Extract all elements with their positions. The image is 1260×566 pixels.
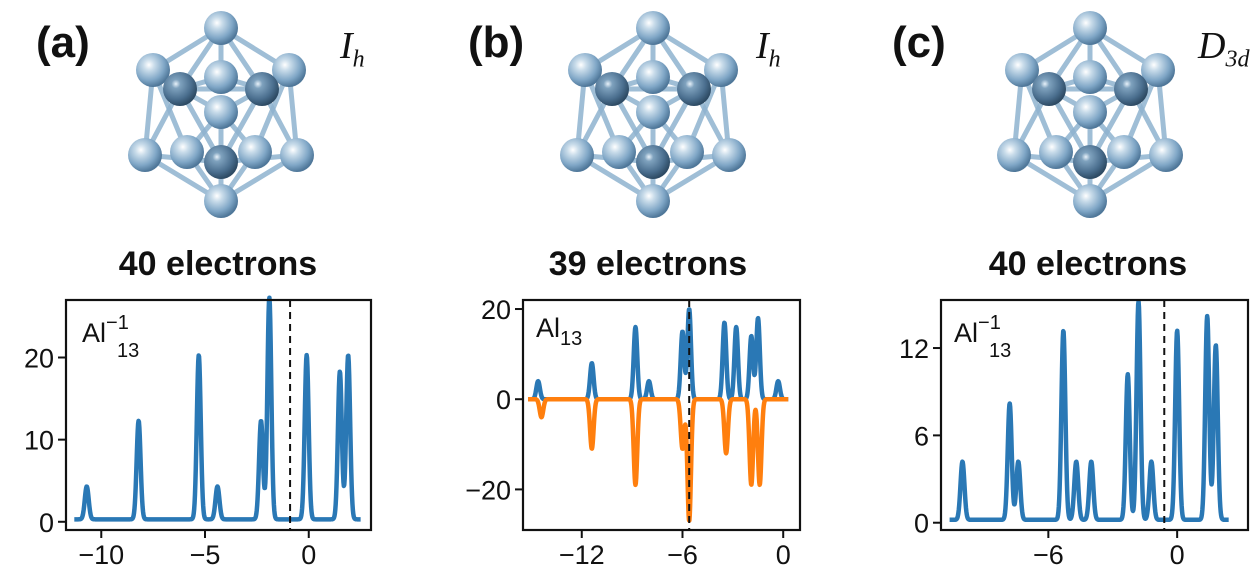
cluster-atom (677, 72, 711, 106)
symmetry-sub-c: 3d (1225, 46, 1250, 73)
cluster-atom (204, 11, 238, 45)
formula-sub-b: 13 (560, 328, 582, 350)
dos-chart-a: −10 −5 0 0 10 20 (24, 295, 373, 566)
cluster-atom (1073, 60, 1107, 94)
cluster-atom (636, 95, 670, 129)
cluster-atom (245, 72, 279, 106)
dos-series-line (526, 307, 791, 402)
cluster-atom (1039, 135, 1073, 169)
x-tick-label: −10 (78, 540, 124, 566)
symmetry-label-b: Ih (756, 24, 781, 74)
electron-count-c: 40 electrons (988, 245, 1188, 283)
dos-series-line (72, 295, 363, 522)
formula-sub-c: 13 (989, 340, 1011, 362)
y-tick-label: 20 (24, 344, 54, 374)
plot-frame (939, 298, 1250, 532)
cluster-atom (568, 53, 602, 87)
cluster-atom (1141, 53, 1175, 87)
cluster-atom (997, 138, 1031, 172)
cluster-atom (204, 95, 238, 129)
cluster-atom (636, 184, 670, 218)
cluster-atom (136, 53, 170, 87)
formula-sub-a: 13 (117, 340, 139, 362)
plot-frame (64, 298, 373, 532)
cluster-atom (1073, 184, 1107, 218)
panel-label-c: (c) (892, 18, 946, 67)
x-tick-label: 0 (776, 540, 791, 566)
y-tick-label: −20 (465, 475, 511, 505)
clusters-layer (128, 11, 1183, 218)
symmetry-label-c: D3d (1198, 24, 1249, 74)
y-tick-label: 12 (899, 334, 929, 364)
cluster-atom (272, 53, 306, 87)
cluster-atom (670, 135, 704, 169)
symmetry-label-a: Ih (340, 24, 365, 74)
cluster-atom (238, 135, 272, 169)
cluster-atom (636, 11, 670, 45)
symmetry-main-c: D (1198, 25, 1226, 67)
formula-label-b: Al13 (536, 313, 582, 350)
cluster-atom (128, 138, 162, 172)
dos-series-line (526, 396, 791, 523)
x-tick-label: 0 (301, 540, 316, 566)
cluster-icon (997, 11, 1183, 218)
dos-series-line (947, 299, 1231, 523)
cluster-atom (204, 60, 238, 94)
formula-label-a: Al−1 (82, 312, 129, 348)
dos-chart-b: −12 −6 0 −20 0 20 (465, 295, 802, 566)
y-tick-label: 0 (39, 508, 54, 538)
cluster-atom (170, 135, 204, 169)
formula-sup-a: −1 (106, 312, 129, 334)
symmetry-main-b: I (756, 25, 769, 67)
x-tick-label: 0 (1170, 540, 1185, 566)
panel-label-a: (a) (36, 18, 90, 67)
cluster-atom (704, 53, 738, 87)
formula-label-c: Al−1 (954, 312, 1001, 348)
x-tick-label: −5 (190, 540, 221, 566)
electron-count-b: 39 electrons (548, 245, 748, 283)
cluster-atom (1073, 95, 1107, 129)
cluster-atom (204, 145, 238, 179)
y-tick-label: 0 (496, 385, 511, 415)
cluster-atom (636, 145, 670, 179)
cluster-atom (636, 60, 670, 94)
cluster-atom (204, 184, 238, 218)
x-tick-label: −6 (667, 540, 698, 566)
x-tick-label: −6 (1033, 540, 1064, 566)
x-tick-label: −12 (559, 540, 605, 566)
y-tick-label: 6 (914, 421, 929, 451)
cluster-atom (1114, 72, 1148, 106)
symmetry-main-a: I (340, 25, 353, 67)
cluster-icon (128, 11, 314, 218)
cluster-atom (602, 135, 636, 169)
cluster-atom (560, 138, 594, 172)
cluster-atom (163, 72, 197, 106)
cluster-atom (1107, 135, 1141, 169)
formula-main-c: Al (954, 318, 978, 348)
panel-label-b: (b) (468, 18, 525, 67)
y-tick-label: 10 (24, 426, 54, 456)
electron-count-a: 40 electrons (118, 245, 318, 283)
cluster-atom (1073, 145, 1107, 179)
cluster-icon (560, 11, 746, 218)
cluster-atom (1005, 53, 1039, 87)
formula-sup-c: −1 (978, 312, 1001, 334)
symmetry-sub-a: h (352, 46, 365, 73)
cluster-atom (712, 138, 746, 172)
cluster-atom (280, 138, 314, 172)
cluster-atom (595, 72, 629, 106)
y-tick-label: 20 (481, 295, 511, 325)
dos-chart-c: −6 0 0 6 12 (899, 298, 1250, 566)
cluster-atom (1073, 11, 1107, 45)
cluster-atom (1032, 72, 1066, 106)
formula-main-a: Al (82, 318, 106, 348)
plot-frame (521, 298, 802, 532)
y-tick-label: 0 (914, 509, 929, 539)
symmetry-sub-b: h (768, 46, 781, 73)
formula-main-b: Al (536, 313, 560, 343)
cluster-atom (1149, 138, 1183, 172)
